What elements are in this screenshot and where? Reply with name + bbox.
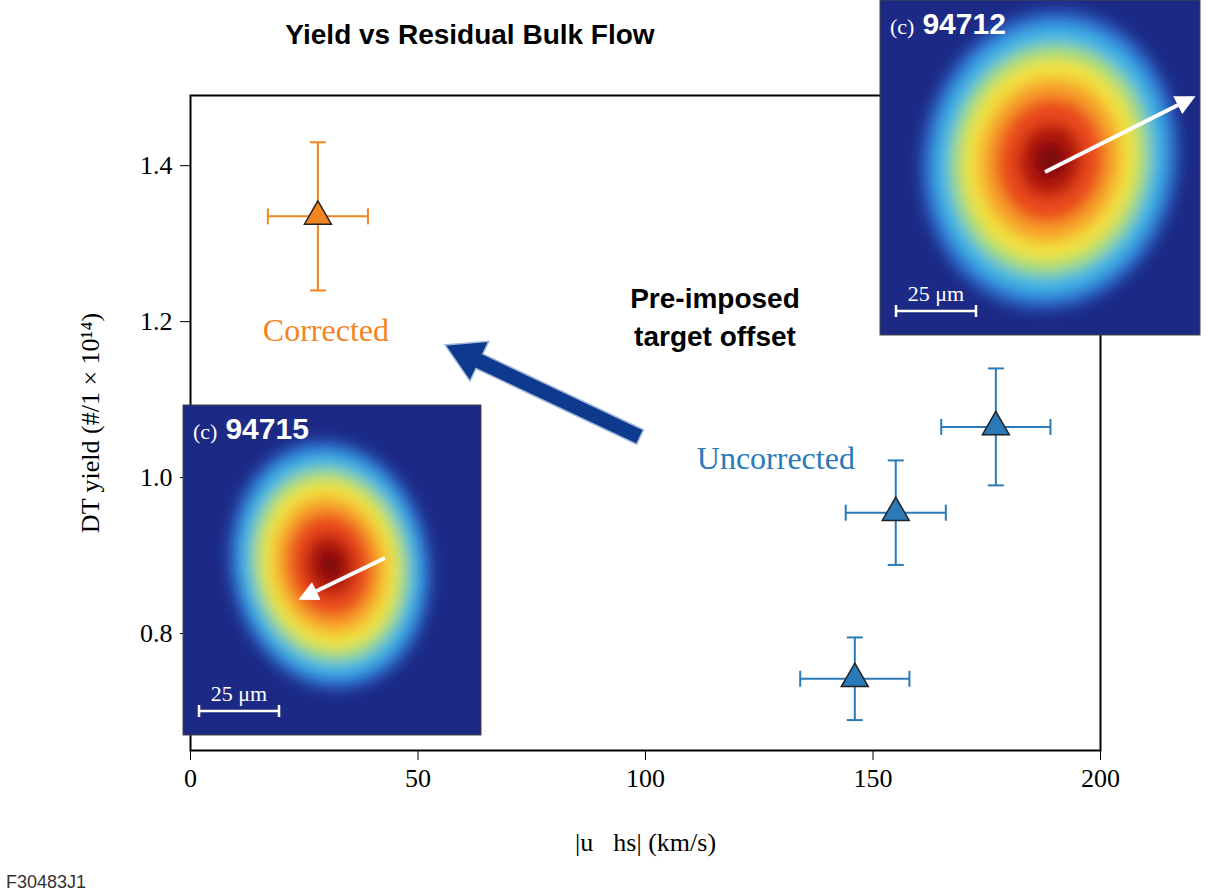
svg-text:0: 0 xyxy=(184,764,197,793)
svg-text:25 μm: 25 μm xyxy=(908,281,964,306)
svg-text:1.0: 1.0 xyxy=(140,463,173,492)
svg-text:F30483J1: F30483J1 xyxy=(6,872,86,892)
svg-text:DT yield (#/1 × 10¹⁴): DT yield (#/1 × 10¹⁴) xyxy=(76,313,105,533)
svg-text:150: 150 xyxy=(854,764,893,793)
svg-text:|u⃗hs| (km/s): |u⃗hs| (km/s) xyxy=(575,828,716,857)
svg-text:(c)94715: (c)94715 xyxy=(193,412,309,445)
svg-text:100: 100 xyxy=(626,764,665,793)
svg-text:Yield vs Residual Bulk Flow: Yield vs Residual Bulk Flow xyxy=(285,19,654,50)
svg-text:1.4: 1.4 xyxy=(140,151,173,180)
svg-text:Uncorrected: Uncorrected xyxy=(697,440,855,476)
svg-text:1.2: 1.2 xyxy=(140,307,173,336)
svg-text:Pre-imposedtarget offset: Pre-imposedtarget offset xyxy=(630,283,800,352)
svg-text:200: 200 xyxy=(1081,764,1120,793)
svg-text:Corrected: Corrected xyxy=(263,312,389,348)
svg-text:50: 50 xyxy=(405,764,431,793)
svg-text:25 μm: 25 μm xyxy=(211,681,267,706)
svg-text:(c)94712: (c)94712 xyxy=(890,7,1006,40)
svg-text:0.8: 0.8 xyxy=(140,619,173,648)
